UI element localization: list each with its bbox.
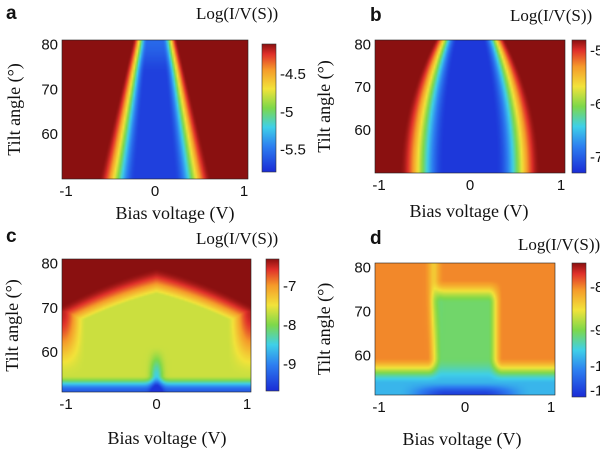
- panel-label: a: [6, 3, 17, 24]
- panel-a: -4.5 -5 -5.5 a Log(I/V(S)) -1 0 1 80 70 60 Bias vol…: [4, 3, 306, 224]
- colorbar-title: Log(I/V(S)): [510, 6, 592, 25]
- panel-label: b: [370, 5, 382, 26]
- y-tick-label: 70: [354, 303, 371, 320]
- x-tick-label: 1: [240, 183, 248, 200]
- x-tick-label: 0: [151, 183, 159, 200]
- x-tick-label: -1: [372, 177, 385, 194]
- colorbar-tick-label: -8: [283, 317, 296, 334]
- heatmap-c: [62, 259, 251, 392]
- colorbar-title: Log(I/V(S)): [196, 229, 278, 248]
- heatmap-b: [375, 40, 565, 173]
- colorbar-tick-label: -5.5: [280, 141, 306, 158]
- y-tick-label: 80: [354, 259, 371, 276]
- x-tick-label: 1: [243, 396, 251, 413]
- colorbar-title: Log(I/V(S)): [518, 235, 600, 254]
- x-tick-label: 0: [466, 177, 474, 194]
- y-tick-label: 70: [354, 79, 371, 96]
- y-axis-label: Tilt angle (°): [4, 63, 25, 156]
- x-axis-label: Bias voltage (V): [410, 201, 529, 222]
- y-tick-label: 60: [354, 122, 371, 139]
- y-tick-label: 70: [41, 300, 58, 317]
- x-axis-label: Bias voltage (V): [116, 203, 235, 224]
- heatmap-a: [62, 40, 248, 179]
- colorbar-tick-label: -1: [590, 358, 600, 375]
- panel-label: c: [6, 226, 17, 247]
- y-tick-label: 60: [41, 344, 58, 361]
- plot-frame: [374, 39, 566, 174]
- panel-c: -7 -8 -9 c Log(I/V(S)) -1 0 1 80 70 60 Bias voltage…: [2, 226, 296, 449]
- panel-b: -5 -6 -7 b Log(I/V(S)) -1 0 1 80 70 60 Bias voltage…: [314, 5, 600, 222]
- x-tick-label: -1: [59, 183, 72, 200]
- y-tick-label: 60: [354, 347, 371, 364]
- x-tick-label: 0: [461, 399, 469, 416]
- plot-frame: [374, 262, 556, 396]
- x-axis-label: Bias voltage (V): [403, 429, 522, 449]
- colorbar-tick-label: -1: [590, 382, 600, 399]
- x-tick-label: 1: [547, 399, 555, 416]
- colorbar-b: [571, 39, 587, 174]
- panel-d: -8 -9 -1 -1 d Log(I/V(S)) -1 0 1 80 70 60 Bias volta…: [314, 228, 600, 449]
- y-tick-label: 70: [41, 81, 58, 98]
- colorbar-tick-label: -7: [283, 278, 296, 295]
- y-tick-label: 80: [41, 255, 58, 272]
- y-axis-label: Tilt angle (°): [2, 279, 23, 372]
- x-tick-label: 0: [152, 396, 160, 413]
- colorbar-a: [261, 43, 277, 173]
- colorbar-d: [571, 262, 587, 398]
- colorbar-tick-label: -7: [590, 149, 600, 166]
- colorbar-tick-label: -4.5: [280, 66, 306, 83]
- colorbar-tick-label: -8: [590, 279, 600, 296]
- plot-frame: [61, 39, 249, 180]
- y-axis-label: Tilt angle (°): [314, 283, 335, 376]
- colorbar-tick-label: -5: [590, 43, 600, 60]
- colorbar-tick-label: -5: [280, 104, 293, 121]
- colorbar-c: [265, 258, 280, 392]
- x-axis-label: Bias voltage (V): [108, 428, 227, 449]
- x-tick-label: 1: [557, 177, 565, 194]
- y-axis-label: Tilt angle (°): [314, 60, 335, 153]
- colorbar-tick-label: -6: [590, 96, 600, 113]
- plot-frame: [61, 258, 252, 393]
- y-tick-label: 60: [41, 126, 58, 143]
- x-tick-label: -1: [59, 396, 72, 413]
- panel-label: d: [370, 228, 382, 249]
- y-tick-label: 80: [354, 36, 371, 53]
- colorbar-tick-label: -9: [590, 322, 600, 339]
- y-tick-label: 80: [41, 36, 58, 53]
- x-tick-label: -1: [372, 399, 385, 416]
- colorbar-title: Log(I/V(S)): [196, 4, 278, 23]
- heatmap-d: [375, 263, 555, 395]
- colorbar-tick-label: -9: [283, 356, 296, 373]
